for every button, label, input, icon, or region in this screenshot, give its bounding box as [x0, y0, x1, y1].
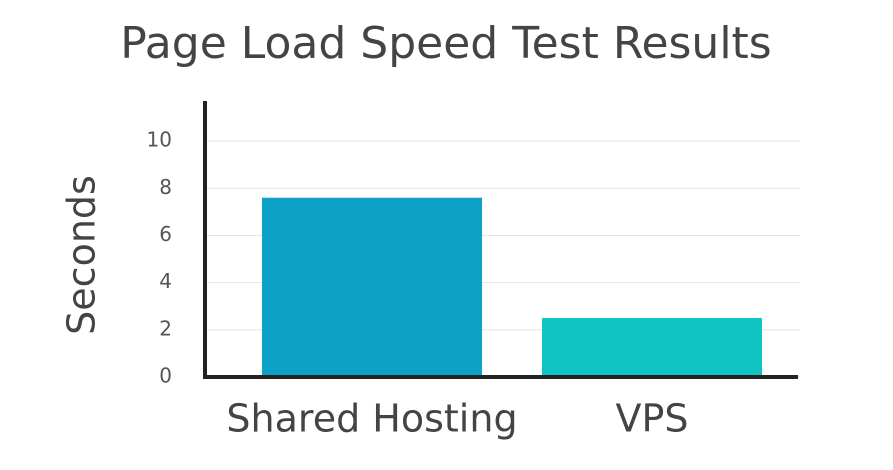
y-tick-label: 0: [159, 364, 172, 388]
y-tick-label: 2: [159, 316, 172, 340]
chart-title: Page Load Speed Test Results: [120, 18, 771, 69]
bar: [261, 197, 483, 377]
y-tick-label: 8: [159, 175, 172, 199]
x-tick-label: Shared Hosting: [226, 397, 517, 441]
y-axis-label: Seconds: [60, 175, 104, 335]
y-tick-label: 6: [159, 222, 172, 246]
y-tick-label: 4: [159, 269, 172, 293]
x-tick-label: VPS: [615, 397, 688, 441]
bar: [541, 318, 763, 377]
y-tick-label: 10: [147, 128, 172, 152]
